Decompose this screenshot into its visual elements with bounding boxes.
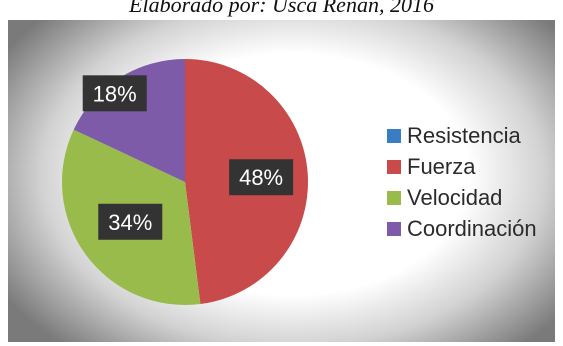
pie-chart: 48% 34% 18%	[61, 59, 309, 305]
legend-item-coordinacin: Coordinación	[387, 213, 537, 244]
legend-swatch	[387, 128, 401, 143]
chart-legend: Resistencia Fuerza Velocidad Coordinación	[387, 120, 537, 244]
legend-swatch	[387, 190, 401, 205]
slice-label-coordinacin: 18%	[82, 75, 147, 112]
slice-label-text: 34%	[108, 210, 152, 235]
slice-label-text: 48%	[239, 165, 283, 190]
legend-swatch	[387, 159, 401, 174]
legend-item-resistencia: Resistencia	[387, 120, 537, 151]
slice-label-box	[82, 75, 147, 112]
legend-label: Fuerza	[407, 153, 476, 179]
slice-label-box	[98, 203, 163, 240]
legend-label: Velocidad	[407, 184, 503, 210]
legend-swatch	[387, 221, 401, 236]
slice-label-box	[229, 159, 294, 196]
pie-slice-coordinacin	[73, 59, 185, 182]
legend-item-fuerza: Fuerza	[387, 151, 537, 182]
pie-chart-figure: 48% 34% 18% Resistencia Fuerza Velocidad Coor…	[8, 20, 555, 342]
slice-label-fuerza: 48%	[229, 159, 294, 196]
figure-caption: Elaborado por: Usca Renan, 2016	[129, 0, 434, 17]
legend-label: Resistencia	[407, 122, 521, 148]
slice-label-text: 18%	[93, 81, 137, 106]
legend-label: Coordinación	[407, 215, 537, 241]
slice-label-velocidad: 34%	[98, 203, 163, 240]
legend-item-velocidad: Velocidad	[387, 182, 537, 213]
